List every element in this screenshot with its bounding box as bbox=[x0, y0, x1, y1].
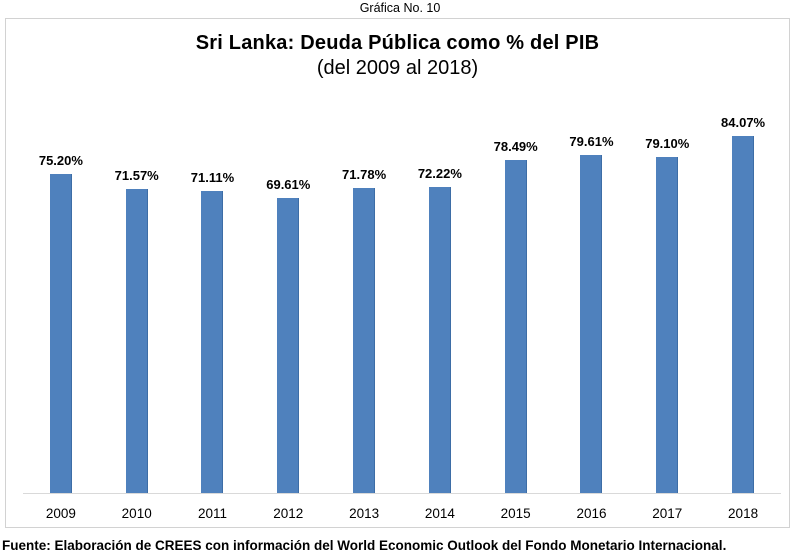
bar-group: 69.61% bbox=[250, 112, 326, 493]
x-tick-label: 2009 bbox=[45, 506, 76, 521]
x-axis-labels: 2009 2010 2011 2012 2013 2014 2015 2016 2017 2018 bbox=[23, 506, 781, 521]
chart-caption: Gráfica No. 10 bbox=[359, 1, 441, 15]
bar-value-label: 71.11% bbox=[190, 170, 235, 186]
x-tick-label: 2018 bbox=[728, 506, 759, 521]
bar-group: 84.07% bbox=[705, 112, 781, 493]
x-tick-label: 2012 bbox=[273, 506, 304, 521]
bar-value-label: 78.49% bbox=[493, 138, 538, 154]
bar bbox=[353, 188, 376, 493]
bar-value-label: 79.61% bbox=[569, 134, 614, 150]
bar-group: 71.11% bbox=[175, 112, 251, 493]
bar bbox=[125, 189, 148, 493]
chart-title: Sri Lanka: Deuda Pública como % del PIB bbox=[195, 32, 600, 54]
bar-value-label: 71.78% bbox=[342, 167, 387, 183]
x-tick-label: 2013 bbox=[349, 506, 380, 521]
bar bbox=[201, 191, 224, 493]
bar-group: 75.20% bbox=[23, 112, 99, 493]
bar bbox=[580, 155, 603, 493]
x-tick-label: 2014 bbox=[424, 506, 455, 521]
bar-value-label: 69.61% bbox=[266, 176, 311, 192]
plot-area: 75.20% 71.57% 71.11% 69.61% 71.78% 72.22% 78.4… bbox=[23, 112, 781, 494]
x-tick-label: 2016 bbox=[576, 506, 607, 521]
bar-value-label: 72.22% bbox=[417, 165, 462, 181]
bar-group: 71.57% bbox=[99, 112, 175, 493]
bar-group: 71.78% bbox=[326, 112, 402, 493]
bar bbox=[277, 197, 300, 493]
bar bbox=[656, 157, 679, 493]
bar-value-label: 84.07% bbox=[721, 115, 766, 131]
source-note: Fuente: Elaboración de CREES con informa… bbox=[2, 538, 727, 553]
bar bbox=[504, 159, 527, 493]
bar-value-label: 71.57% bbox=[114, 168, 159, 184]
bar-group: 72.22% bbox=[402, 112, 478, 493]
bar-group: 79.61% bbox=[554, 112, 630, 493]
chart-subtitle: (del 2009 al 2018) bbox=[316, 57, 479, 79]
bar bbox=[428, 186, 451, 493]
x-tick-label: 2011 bbox=[197, 506, 227, 521]
chart-frame: Sri Lanka: Deuda Pública como % del PIB … bbox=[5, 18, 790, 528]
bar bbox=[49, 173, 72, 493]
x-tick-label: 2017 bbox=[652, 506, 683, 521]
bar bbox=[732, 136, 755, 493]
bar-group: 79.10% bbox=[629, 112, 705, 493]
x-tick-label: 2010 bbox=[121, 506, 152, 521]
bar-group: 78.49% bbox=[478, 112, 554, 493]
x-tick-label: 2015 bbox=[500, 506, 531, 521]
bar-value-label: 79.10% bbox=[645, 136, 690, 152]
bar-value-label: 75.20% bbox=[38, 152, 83, 168]
